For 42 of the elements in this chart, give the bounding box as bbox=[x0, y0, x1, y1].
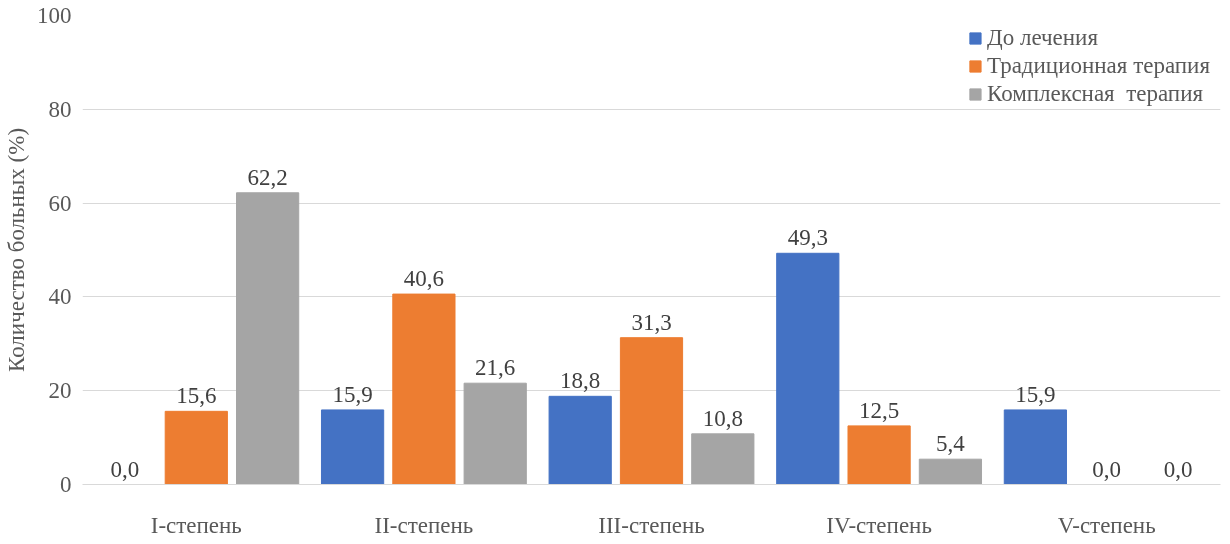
x-tick-label: IV-степень bbox=[826, 512, 932, 538]
data-label: 0,0 bbox=[1163, 456, 1193, 482]
data-label: 62,2 bbox=[247, 164, 288, 190]
x-tick-label: II-степень bbox=[374, 512, 474, 538]
y-tick-label: 20 bbox=[48, 378, 72, 404]
y-tick-label: 60 bbox=[48, 190, 72, 216]
data-label: 21,6 bbox=[475, 355, 516, 381]
bar bbox=[392, 293, 456, 485]
bar bbox=[1003, 409, 1067, 485]
data-label: 15,6 bbox=[176, 383, 217, 409]
bar bbox=[776, 252, 840, 485]
y-tick-label: 100 bbox=[37, 3, 72, 28]
legend-label: Комплексная терапия bbox=[986, 81, 1204, 107]
bar bbox=[691, 433, 755, 485]
bar bbox=[918, 458, 983, 485]
data-label: 0,0 bbox=[1092, 456, 1122, 482]
y-tick-label: 0 bbox=[60, 472, 72, 497]
bar bbox=[463, 382, 527, 485]
data-label: 40,6 bbox=[403, 266, 445, 292]
data-label: 10,8 bbox=[702, 405, 743, 431]
x-tick-label: V-степень bbox=[1057, 512, 1156, 538]
data-label: 49,3 bbox=[787, 225, 828, 251]
data-label: 15,9 bbox=[1015, 381, 1056, 407]
bar bbox=[320, 409, 385, 485]
x-tick-label: III-степень bbox=[598, 512, 705, 538]
data-label: 5,4 bbox=[936, 431, 966, 457]
bar bbox=[236, 192, 300, 485]
bar bbox=[548, 395, 612, 485]
y-tick-label: 40 bbox=[48, 284, 72, 310]
bar bbox=[164, 410, 228, 485]
data-label: 31,3 bbox=[631, 309, 672, 335]
data-label: 15,9 bbox=[332, 381, 373, 407]
data-label: 18,8 bbox=[560, 368, 601, 394]
y-axis-title: Количество больных (%) bbox=[4, 127, 29, 373]
legend-label: До лечения bbox=[986, 25, 1098, 51]
legend-label: Традиционная терапия bbox=[986, 53, 1210, 79]
x-tick-label: I-степень bbox=[150, 512, 242, 538]
data-label: 12,5 bbox=[858, 397, 900, 423]
data-label: 0,0 bbox=[110, 456, 140, 482]
y-tick-label: 80 bbox=[48, 96, 72, 122]
bar bbox=[847, 425, 911, 485]
bar bbox=[619, 337, 684, 485]
